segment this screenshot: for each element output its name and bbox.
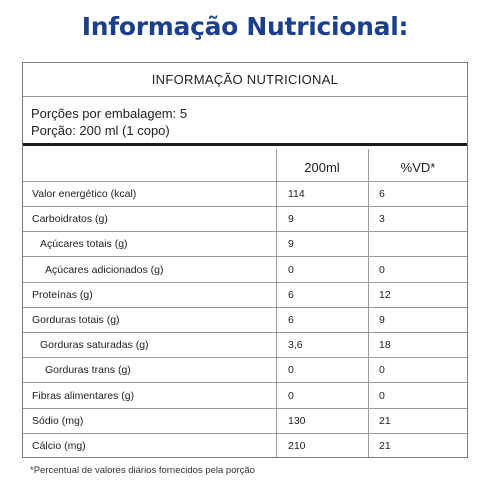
- nutrient-daily-value: 21: [379, 414, 391, 427]
- column-header-dv: %VD*: [400, 160, 436, 175]
- nutrient-name: Gorduras saturadas (g): [40, 339, 149, 352]
- portions-per-package: Porções por embalagem: 5: [31, 106, 188, 121]
- nutrient-daily-value: 9: [379, 314, 385, 326]
- row-divider: [23, 231, 467, 233]
- nutrient-amount: 9: [288, 238, 294, 251]
- nutrient-name: Fibras alimentares (g): [32, 389, 135, 402]
- nutrient-daily-value: 21: [379, 440, 391, 452]
- header-divider: [23, 181, 467, 182]
- nutrient-name: Gorduras totais (g): [32, 314, 120, 326]
- nutrient-daily-value: 12: [379, 288, 391, 301]
- nutrient-name: Proteínas (g): [32, 288, 93, 301]
- nutrient-daily-value: 0: [379, 263, 385, 276]
- page-title: Informação Nutricional:: [81, 12, 409, 41]
- nutrient-name: Gorduras trans (g): [45, 364, 131, 377]
- nutrient-row: Fibras alimentares (g) 0 0: [23, 384, 467, 409]
- nutrient-row: Gorduras totais (g) 6 9: [23, 308, 467, 333]
- nutrient-name: Açúcares totais (g): [40, 238, 128, 251]
- nutrient-row: Valor energético (kcal) 114 6: [23, 182, 467, 207]
- row-divider: [23, 357, 467, 359]
- nutrient-amount: 9: [288, 213, 294, 226]
- nutrient-amount: 0: [288, 364, 294, 377]
- nutrient-daily-value: 0: [379, 364, 385, 377]
- row-divider: [23, 432, 467, 434]
- nutrient-daily-value: 0: [379, 389, 385, 402]
- heading-divider: [23, 96, 467, 97]
- nutrient-daily-value: 6: [379, 188, 385, 200]
- row-divider: [23, 407, 467, 409]
- nutrient-daily-value: 3: [379, 213, 385, 226]
- thick-divider: [23, 143, 467, 146]
- nutrient-row: Carboidratos (g) 9 3: [23, 207, 467, 233]
- footnote: *Percentual de valores diários fornecido…: [30, 465, 255, 476]
- column-header-amount: 200ml: [304, 160, 340, 175]
- nutrient-row: Sódio (mg) 130 21: [23, 409, 467, 434]
- nutrient-row: Gorduras trans (g) 0 0: [23, 358, 467, 384]
- nutrient-amount: 114: [288, 188, 305, 200]
- column-divider-amount: [276, 149, 277, 457]
- row-divider: [23, 306, 467, 308]
- row-divider: [23, 256, 467, 258]
- nutrient-daily-value: 18: [379, 339, 391, 352]
- column-divider-dv: [368, 149, 369, 457]
- nutrient-amount: 6: [288, 288, 294, 301]
- nutrient-amount: 3,6: [288, 339, 303, 352]
- nutrient-name: Carboidratos (g): [32, 213, 108, 226]
- nutrient-amount: 130: [288, 414, 306, 427]
- nutrition-facts-panel: INFORMAÇÃO NUTRICIONAL Porções por embal…: [22, 62, 468, 458]
- nutrient-amount: 210: [288, 440, 306, 452]
- nutrient-name: Açúcares adicionados (g): [45, 263, 164, 276]
- nutrient-row: Açúcares adicionados (g) 0 0: [23, 258, 467, 283]
- serving-size: Porção: 200 ml (1 copo): [31, 123, 170, 138]
- row-divider: [23, 382, 467, 384]
- nutrient-row: Proteínas (g) 6 12: [23, 283, 467, 308]
- row-divider: [23, 332, 467, 333]
- nutrient-amount: 0: [288, 389, 294, 402]
- nutrient-name: Valor energético (kcal): [32, 188, 137, 200]
- row-divider: [23, 206, 467, 207]
- serving-info: Porções por embalagem: 5 Porção: 200 ml …: [31, 105, 187, 139]
- nutrient-row: Cálcio (mg) 210 21: [23, 434, 467, 459]
- nutrient-name: Sódio (mg): [32, 414, 84, 427]
- nutrient-amount: 0: [288, 263, 294, 276]
- nutrient-amount: 6: [288, 314, 294, 326]
- panel-heading: INFORMAÇÃO NUTRICIONAL: [151, 72, 339, 87]
- row-divider: [23, 281, 467, 283]
- nutrient-row: Açúcares totais (g) 9: [23, 232, 467, 258]
- nutrient-row: Gorduras saturadas (g) 3,6 18: [23, 333, 467, 359]
- nutrient-name: Cálcio (mg): [32, 440, 86, 452]
